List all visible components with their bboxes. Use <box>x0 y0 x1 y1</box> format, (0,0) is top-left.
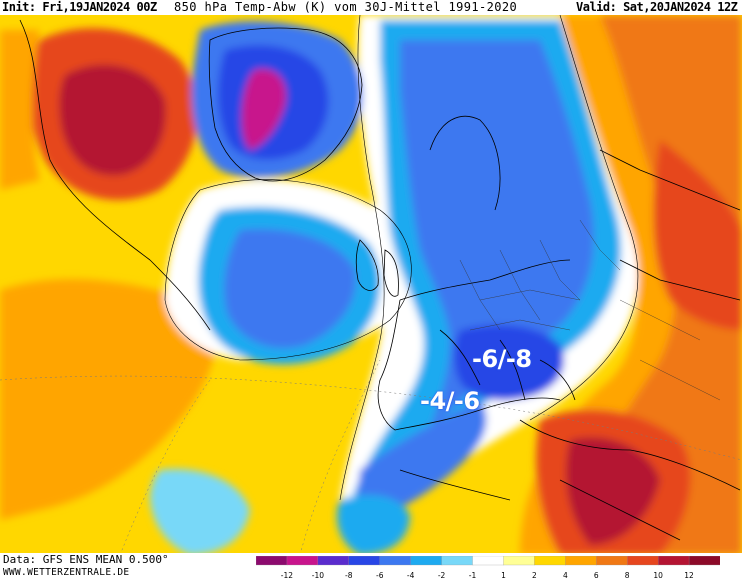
legend-tick-label: -6 <box>376 571 384 580</box>
legend-swatch <box>348 556 381 566</box>
valid-time: Valid: Sat,20JAN2024 12Z <box>576 0 738 14</box>
legend-swatch <box>256 556 288 566</box>
init-time: Init: Fri,19JAN2024 00Z <box>2 0 157 14</box>
legend-tick-label: 1 <box>501 571 506 580</box>
legend-tick-label: -4 <box>407 571 415 580</box>
legend-swatch <box>379 556 412 566</box>
legend-swatch <box>534 556 566 566</box>
legend-tick-label: -8 <box>345 571 353 580</box>
contour-lines <box>164 14 639 501</box>
legend-swatch <box>317 556 350 566</box>
data-source: Data: GFS ENS MEAN 0.500° <box>3 553 169 566</box>
map-header: Init: Fri,19JAN2024 00Z 850 hPa Temp-Abw… <box>0 0 742 15</box>
legend-tick-label: 6 <box>594 571 599 580</box>
country-borders <box>459 219 721 401</box>
legend-swatch <box>657 556 690 566</box>
anomaly-annotation-south: -4/-6 <box>420 387 480 415</box>
legend-tick-label: 12 <box>684 571 694 580</box>
legend-tick-label: 10 <box>653 571 663 580</box>
legend-tick-label: 4 <box>563 571 568 580</box>
legend-swatch <box>688 556 720 566</box>
website-credit: WWW.WETTERZENTRALE.DE <box>3 567 130 578</box>
legend-swatch <box>472 556 505 566</box>
map-title: 850 hPa Temp-Abw (K) vom 30J-Mittel 1991… <box>174 0 518 14</box>
legend-swatch <box>565 556 597 566</box>
legend-swatch <box>286 556 319 566</box>
color-legend: -12 -10 -8 -6 -4 -2 -1 1 2 4 6 8 10 12 <box>256 556 720 580</box>
anomaly-field <box>0 15 742 555</box>
legend-swatch <box>441 556 474 566</box>
legend-tick-label: 2 <box>532 571 537 580</box>
legend-tick-label: -2 <box>438 571 446 580</box>
legend-swatch <box>503 556 536 566</box>
legend-tick-label: -1 <box>469 571 477 580</box>
graticule <box>0 359 742 556</box>
coastlines <box>19 19 741 541</box>
legend-swatch <box>596 556 628 566</box>
anomaly-annotation-north: -6/-8 <box>472 345 532 373</box>
legend-swatch <box>627 556 659 566</box>
legend-tick-label: 8 <box>625 571 630 580</box>
legend-swatch <box>410 556 443 566</box>
legend-tick-label: -12 <box>281 571 293 580</box>
legend-tick-label: -10 <box>312 571 324 580</box>
